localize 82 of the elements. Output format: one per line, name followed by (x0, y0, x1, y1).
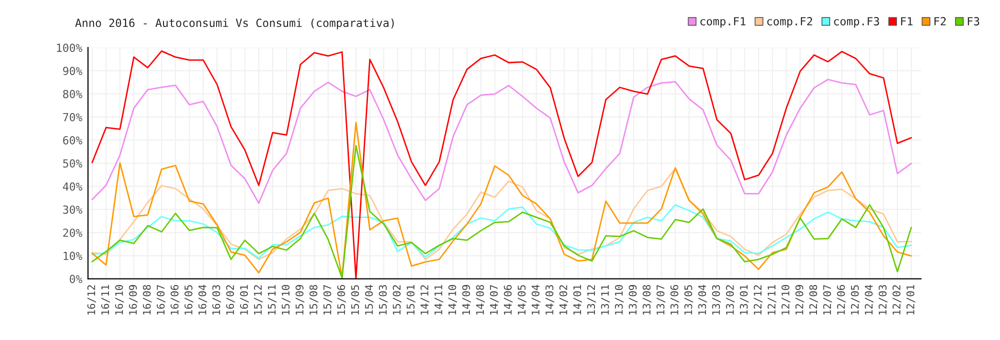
x-tick-label: 12/12 (754, 285, 762, 314)
x-tick-label: 12/06 (837, 285, 846, 314)
x-tick-label: 16/01 (240, 285, 249, 314)
x-tick-label: 14/11 (434, 285, 444, 314)
x-tick-label: 15/11 (268, 285, 277, 314)
legend-label: F2 (934, 17, 946, 26)
legend-label: comp.F3 (834, 17, 880, 28)
x-tick-label: 15/04 (365, 284, 374, 314)
x-tick-label: 12/09 (795, 285, 804, 314)
x-tick-label: 13/09 (628, 285, 638, 314)
x-tick-label: 16/08 (142, 285, 152, 314)
x-tick-label: 13/03 (712, 285, 721, 314)
x-tick-label: 14/10 (448, 285, 457, 314)
x-tick-label: 13/02 (726, 285, 735, 314)
x-tick-label: 15/07 (323, 285, 332, 314)
chart-title: Anno 2016 - Autoconsumi Vs Consumi (comparativa) (75, 18, 394, 30)
x-tick-label: 16/12 (87, 285, 96, 314)
x-tick-label: 13/04 (698, 284, 707, 314)
line-series (91, 50, 912, 279)
x-tick-label: 15/06 (337, 285, 346, 314)
legend-label: comp.F1 (700, 17, 746, 28)
legend-label: F1 (901, 17, 912, 26)
x-tick-label: 13/05 (684, 285, 694, 314)
x-tick-label: 13/01 (740, 285, 749, 314)
y-tick-label: 40% (62, 182, 82, 191)
x-tick-label: 12/11 (768, 285, 776, 314)
x-tick-label: 13/12 (587, 285, 596, 314)
x-tick-label: 15/03 (378, 285, 388, 314)
x-tick-label: 16/04 (198, 284, 208, 314)
x-tick-label: 16/09 (128, 285, 138, 314)
x-tick-label: 12/03 (878, 285, 888, 314)
x-tick-label: 13/06 (670, 285, 680, 314)
x-tick-label: 13/08 (642, 285, 652, 314)
x-tick-label: 16/06 (170, 285, 180, 314)
x-tick-label: 12/02 (892, 285, 902, 314)
x-tick-label: 15/12 (254, 285, 263, 314)
line-series (91, 78, 912, 204)
x-tick-label: 14/07 (490, 285, 499, 314)
x-tick-label: 15/01 (406, 285, 416, 314)
x-tick-label: 15/02 (392, 285, 402, 314)
x-tick-label: 14/04 (532, 284, 540, 314)
y-tick-label: 80% (63, 90, 82, 98)
line-series (91, 204, 912, 259)
x-tick-label: 14/01 (573, 285, 582, 314)
line-series (91, 168, 912, 260)
y-tick-label: 50% (63, 159, 82, 168)
x-tick-label: 14/09 (462, 285, 471, 314)
x-tick-label: 14/05 (518, 285, 526, 314)
x-tick-label: 14/12 (420, 285, 430, 314)
x-tick-label: 16/03 (212, 285, 221, 314)
y-tick-label: 0% (70, 274, 82, 284)
y-tick-label: 70% (63, 112, 82, 122)
x-tick-label: 12/05 (850, 285, 860, 314)
x-tick-label: 12/08 (809, 285, 818, 314)
y-tick-label: 10% (64, 252, 82, 260)
x-tick-label: 14/02 (559, 285, 568, 314)
y-tick-label: 100% (57, 44, 82, 52)
y-tick-label: 90% (63, 66, 82, 76)
y-tick-label: 20% (63, 228, 82, 237)
x-tick-label: 16/11 (101, 285, 110, 314)
x-tick-label: 12/04 (864, 284, 874, 314)
x-tick-label: 12/07 (823, 285, 832, 314)
x-tick-label: 16/05 (184, 285, 194, 314)
x-tick-label: 15/05 (351, 285, 360, 314)
x-tick-label: 15/09 (296, 285, 304, 314)
x-tick-label: 15/08 (309, 285, 318, 314)
x-tick-label: 13/07 (656, 285, 666, 314)
x-tick-label: 14/03 (545, 285, 554, 314)
x-tick-label: 15/10 (282, 285, 290, 314)
x-tick-label: 12/01 (906, 285, 916, 314)
y-tick-label: 60% (63, 136, 82, 144)
x-tick-label: 16/07 (156, 285, 166, 314)
x-tick-label: 12/10 (782, 285, 790, 314)
legend-label: comp.F2 (767, 17, 812, 28)
x-tick-label: 14/06 (504, 285, 513, 314)
x-tick-label: 16/10 (115, 285, 124, 314)
x-tick-label: 13/10 (614, 285, 624, 314)
y-tick-label: 30% (63, 205, 82, 214)
legend-label: F3 (968, 17, 980, 26)
x-tick-label: 13/11 (601, 285, 610, 314)
x-tick-label: 16/02 (226, 285, 235, 314)
x-tick-label: 14/08 (476, 285, 485, 314)
